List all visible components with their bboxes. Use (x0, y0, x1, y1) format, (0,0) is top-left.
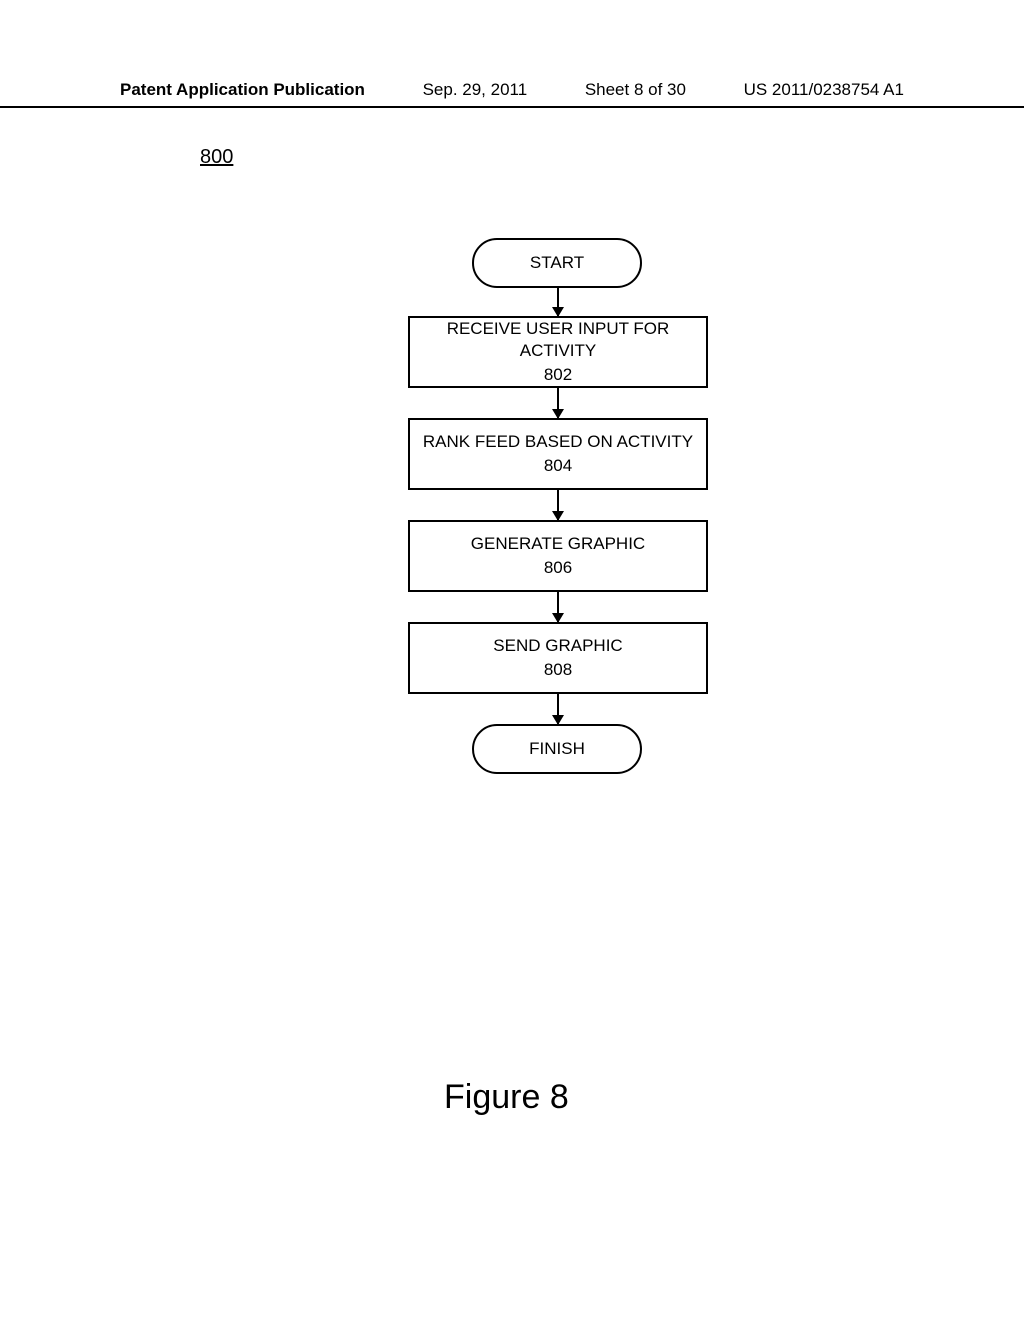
flow-arrow (557, 592, 559, 622)
flow-arrow (557, 388, 559, 418)
flow-node-n804: RANK FEED BASED ON ACTIVITY804 (408, 418, 708, 490)
flow-node-n808: SEND GRAPHIC808 (408, 622, 708, 694)
flow-node-label: RANK FEED BASED ON ACTIVITY (423, 431, 693, 453)
flow-node-label: START (530, 253, 584, 273)
header-left: Patent Application Publication (120, 80, 365, 100)
flow-node-label: RECEIVE USER INPUT FOR ACTIVITY (410, 318, 706, 362)
flow-node-number: 808 (544, 659, 572, 681)
flow-arrow (557, 694, 559, 724)
flow-node-number: 802 (544, 364, 572, 386)
flow-node-n806: GENERATE GRAPHIC806 (408, 520, 708, 592)
header-docnum: US 2011/0238754 A1 (744, 80, 904, 100)
flow-node-n802: RECEIVE USER INPUT FOR ACTIVITY802 (408, 316, 708, 388)
flow-node-label: FINISH (529, 739, 585, 759)
header-sheet: Sheet 8 of 30 (585, 80, 686, 100)
flow-node-finish: FINISH (472, 724, 642, 774)
figure-caption: Figure 8 (444, 1078, 569, 1117)
header-date: Sep. 29, 2011 (423, 80, 528, 100)
flow-arrow (557, 490, 559, 520)
flow-node-number: 806 (544, 557, 572, 579)
flow-node-number: 804 (544, 455, 572, 477)
flow-node-start: START (472, 238, 642, 288)
figure-reference-number: 800 (200, 146, 233, 169)
flow-arrow (557, 288, 559, 316)
page-header: Patent Application Publication Sep. 29, … (0, 80, 1024, 108)
flow-node-label: SEND GRAPHIC (493, 635, 622, 657)
flow-node-label: GENERATE GRAPHIC (471, 533, 645, 555)
